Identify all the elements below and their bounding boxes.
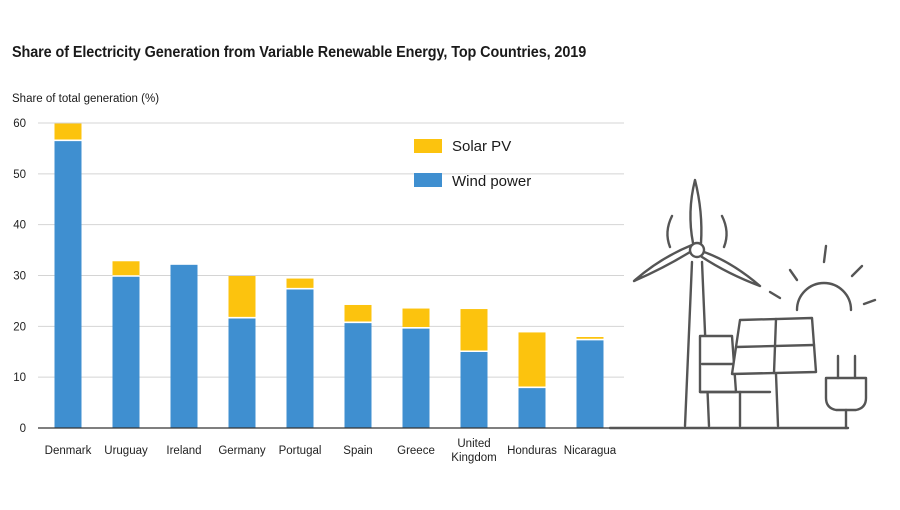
x-tick-label-united-kingdom-line-2: Kingdom	[451, 452, 496, 464]
legend-label-solar: Solar PV	[452, 138, 511, 155]
legend-swatch-solar	[414, 139, 442, 153]
x-tick-label-united-kingdom-line-1: United	[457, 438, 490, 450]
x-tick-label-portugal: Portugal	[279, 445, 322, 457]
sun-icon	[768, 244, 877, 312]
y-tick-label-20: 20	[13, 321, 26, 333]
bar-wind-power-nicaragua	[576, 339, 604, 428]
renewables-illustration	[608, 178, 877, 430]
power-plug-icon	[824, 354, 868, 430]
y-tick-label-0: 0	[20, 423, 26, 435]
bar-wind-power-spain	[344, 322, 372, 428]
y-tick-label-60: 60	[13, 118, 26, 130]
y-tick-label-10: 10	[13, 372, 26, 384]
x-axis-labels: Denmark Uruguay Ireland Germany Portugal Spai…	[45, 438, 617, 464]
legend-label-wind: Wind power	[452, 173, 531, 190]
wind-turbine-icon	[632, 178, 762, 428]
bar-wind-power-greece	[402, 327, 430, 428]
bar-solar-pv-greece	[402, 308, 430, 328]
x-tick-label-germany: Germany	[218, 445, 266, 457]
bar-wind-power-germany	[228, 317, 256, 428]
bar-solar-pv-united-kingdom	[460, 309, 488, 352]
y-tick-label-40: 40	[13, 220, 26, 232]
bar-solar-pv-spain	[344, 304, 372, 323]
chart-title: Share of Electricity Generation from Var…	[12, 44, 587, 61]
x-tick-label-nicaragua: Nicaragua	[564, 445, 617, 457]
bar-solar-pv-portugal	[286, 278, 314, 289]
bar-wind-power-portugal	[286, 288, 314, 428]
bar-solar-pv-denmark	[54, 123, 82, 141]
x-tick-label-denmark: Denmark	[45, 445, 92, 457]
bar-solar-pv-germany	[228, 276, 256, 318]
y-tick-label-50: 50	[13, 169, 26, 181]
legend-swatch-wind	[414, 173, 442, 187]
bar-wind-power-honduras	[518, 387, 546, 428]
bar-solar-pv-uruguay	[112, 261, 140, 277]
x-tick-label-honduras: Honduras	[507, 445, 557, 457]
solar-panel-icon	[698, 316, 818, 428]
x-tick-label-uruguay: Uruguay	[104, 445, 148, 457]
y-tick-label-30: 30	[13, 271, 26, 283]
bar-wind-power-united-kingdom	[460, 351, 488, 428]
bars	[54, 123, 604, 429]
x-tick-label-greece: Greece	[397, 445, 435, 457]
y-axis-ticks: 0 10 20 30 40 50 60	[13, 118, 26, 435]
bar-wind-power-ireland	[170, 264, 198, 428]
bar-solar-pv-nicaragua	[576, 337, 604, 340]
bar-wind-power-denmark	[54, 140, 82, 429]
y-axis-label: Share of total generation (%)	[12, 93, 160, 105]
bar-wind-power-uruguay	[112, 276, 140, 428]
bar-solar-pv-honduras	[518, 332, 546, 388]
x-tick-label-ireland: Ireland	[166, 445, 201, 457]
legend: Solar PV Wind power	[414, 138, 531, 190]
x-tick-label-spain: Spain	[343, 445, 372, 457]
